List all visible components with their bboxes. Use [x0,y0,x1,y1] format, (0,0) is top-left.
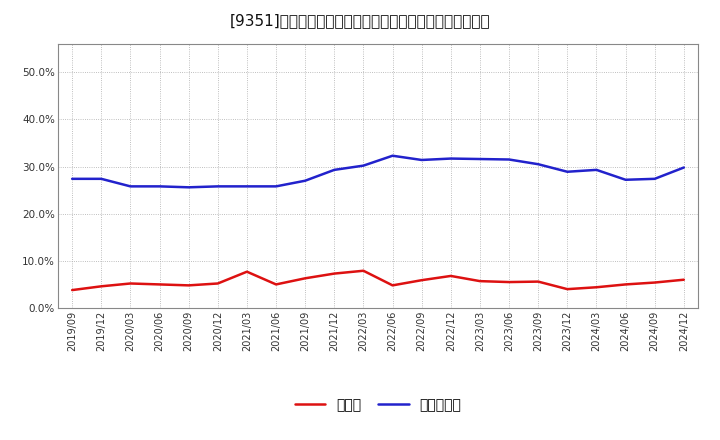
有利子負債 [184,185,193,190]
有利子負債 [213,184,222,189]
Line: 現預金: 現預金 [72,271,684,290]
現預金 [563,286,572,292]
Line: 有利子負債: 有利子負債 [72,156,684,187]
有利子負債 [505,157,513,162]
現預金 [359,268,368,273]
現預金 [650,280,659,285]
有利子負債 [243,184,251,189]
Legend: 現預金, 有利子負債: 現預金, 有利子負債 [294,398,462,412]
有利子負債 [126,184,135,189]
現預金 [126,281,135,286]
有利子負債 [563,169,572,174]
有利子負債 [418,158,426,163]
有利子負債 [650,176,659,181]
有利子負債 [156,184,164,189]
有利子負債 [534,161,543,167]
現預金 [271,282,280,287]
現預金 [301,275,310,281]
現預金 [680,277,688,282]
有利子負債 [271,184,280,189]
有利子負債 [68,176,76,181]
有利子負債 [97,176,106,181]
有利子負債 [388,153,397,158]
有利子負債 [330,167,338,172]
現預金 [534,279,543,284]
現預金 [97,284,106,289]
有利子負債 [680,165,688,170]
現預金 [418,278,426,283]
現預金 [68,287,76,293]
現預金 [621,282,630,287]
有利子負債 [446,156,455,161]
現預金 [243,269,251,275]
現預金 [330,271,338,276]
有利子負債 [592,167,600,172]
現預金 [388,283,397,288]
現預金 [156,282,164,287]
有利子負債 [301,178,310,183]
有利子負債 [476,156,485,161]
現預金 [505,279,513,285]
現預金 [213,281,222,286]
有利子負債 [359,163,368,168]
Text: [9351]　現預金、有利子負債の総資産に対する比率の推移: [9351] 現預金、有利子負債の総資産に対する比率の推移 [230,13,490,28]
現預金 [184,283,193,288]
現預金 [592,285,600,290]
現預金 [476,279,485,284]
有利子負債 [621,177,630,183]
現預金 [446,273,455,279]
